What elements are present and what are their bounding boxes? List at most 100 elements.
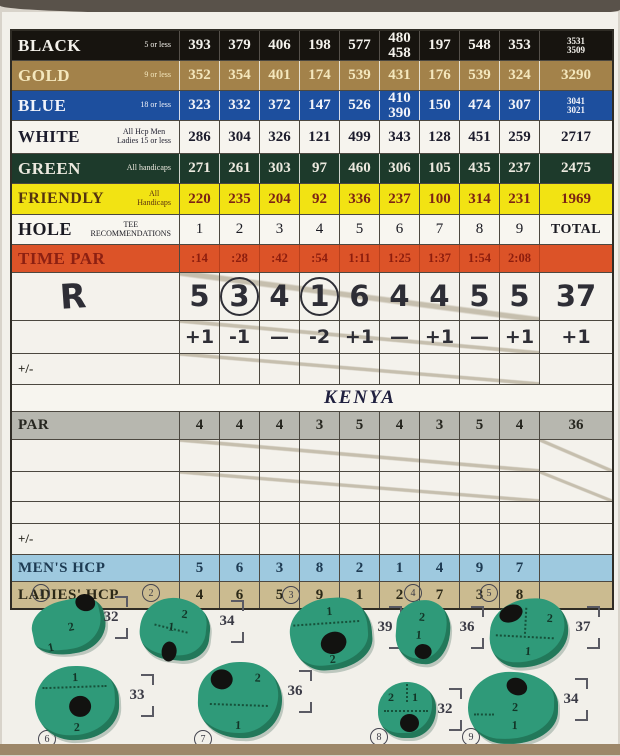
green-shape-3: 1 2 — [287, 595, 375, 673]
tee-friendly-yardages-5: 336 — [340, 184, 380, 214]
tee-friendly-yardages-8: 314 — [460, 184, 500, 214]
plus-minus-cells-2-9 — [500, 524, 540, 554]
player-to-par-values-4: -2 — [300, 321, 340, 353]
mens-hcp-values-8: 9 — [460, 555, 500, 581]
ladies-hcp-values-8: 3 — [460, 582, 500, 608]
tee-name-green: GREEN — [18, 158, 81, 178]
ladies-hcp-values-4: 9 — [300, 582, 340, 608]
green-depth-5: 37 — [570, 606, 600, 649]
bunker-icon-9 — [504, 674, 530, 699]
tee-black-yardages-4: 198 — [300, 31, 340, 60]
hole-number-badge-5: 5 — [480, 584, 498, 602]
plus-minus-cells-2-1 — [180, 524, 220, 554]
tee-name-gold: GOLD — [18, 65, 71, 85]
mens-hcp-values-6: 1 — [380, 555, 420, 581]
blank-cells-1-3 — [260, 440, 300, 471]
player-to-par-values-2: -1 — [220, 321, 260, 353]
plus-minus-row-1: +/- — [12, 354, 612, 385]
tee-black-yardages-2: 379 — [220, 31, 260, 60]
blank-cells-3-9 — [500, 502, 540, 523]
tee-black-yardages-7: 197 — [420, 31, 460, 60]
plus-minus-cells-1-1 — [180, 354, 220, 384]
course-name: KENYA — [324, 387, 396, 408]
tee-green-yardages-4: 97 — [300, 154, 340, 183]
scorecard: BLACK 5 or less 393 379 406 198 577 480 458 19… — [2, 12, 618, 748]
bunker-icon-2 — [160, 640, 178, 663]
plus-minus-cells-2-4 — [300, 524, 340, 554]
hole-numbers-8: 8 — [460, 215, 500, 244]
tee-white-yardages-7: 128 — [420, 121, 460, 153]
blank-cells-2-8 — [460, 472, 500, 501]
blank-cells-3-1 — [180, 502, 220, 523]
ridge-dots — [495, 634, 554, 640]
plus-minus-label-2: +/- — [18, 531, 34, 546]
tee-blue-yardages-2: 332 — [220, 91, 260, 120]
tee-green-yardages-7: 105 — [420, 154, 460, 183]
hole-number-badge-3: 3 — [282, 586, 300, 604]
blank-cells-1-5 — [340, 440, 380, 471]
tee-black-yardages-6: 480 458 — [380, 30, 420, 60]
player-to-par-values-3: — — [260, 321, 300, 353]
blank-cells-3-5 — [340, 502, 380, 523]
ladies-hcp-values-2: 6 — [220, 582, 260, 608]
green-depth-6: 33 — [124, 674, 154, 717]
tee-gold-yardages-6: 431 — [380, 61, 420, 90]
green-tier-label: 1 — [234, 717, 242, 733]
blank-cells-2-5 — [340, 472, 380, 501]
tee-blue-yardages-8: 474 — [460, 91, 500, 120]
tee-green-yardages-6: 306 — [380, 154, 420, 183]
tee-black-yardages-9: 353 — [500, 31, 540, 60]
tee-black-total: 3531 3509 — [567, 35, 585, 55]
mens-hcp-label: MEN'S HCP — [18, 559, 106, 576]
blank-cells-2-4 — [300, 472, 340, 501]
green-shape-7: 2 1 — [196, 660, 284, 740]
green-tier-label: 1 — [167, 619, 175, 634]
green-tier-label: 2 — [254, 670, 262, 685]
mens-hcp-values-9: 7 — [500, 555, 540, 581]
blank-cells-3-2 — [220, 502, 260, 523]
hole-numbers-4: 4 — [300, 215, 340, 244]
blank-cells-2-7 — [420, 472, 460, 501]
par-values-3: 4 — [260, 412, 300, 439]
player-scores-3: 4 — [260, 273, 300, 320]
tee-black-yardages-8: 548 — [460, 31, 500, 60]
par-values-5: 5 — [340, 412, 380, 439]
blank-cells-1-9 — [500, 440, 540, 471]
tee-white-yardages-6: 343 — [380, 121, 420, 153]
bunker-icon-1 — [73, 592, 97, 614]
tee-gold-yardages-5: 539 — [340, 61, 380, 90]
tee-friendly-yardages-2: 235 — [220, 184, 260, 214]
player-scores-1: 5 — [180, 273, 220, 320]
bracket-icon — [141, 706, 154, 717]
blank-cells-1-8 — [460, 440, 500, 471]
scorecard-table: BLACK 5 or less 393 379 406 198 577 480 458 19… — [10, 29, 614, 610]
player-to-par-values-7: +1 — [420, 321, 460, 353]
bracket-icon — [449, 720, 462, 731]
bracket-icon — [141, 674, 154, 685]
par-values-4: 3 — [300, 412, 340, 439]
tee-white-yardages: 286 304 326 121 499 343 128 451 259 — [180, 121, 540, 153]
green-tier-label: 2 — [66, 619, 76, 635]
player-scores-8: 5 — [460, 273, 500, 320]
blank-cells-2-9 — [500, 472, 540, 501]
tee-gold-yardages-2: 354 — [220, 61, 260, 90]
plus-minus-cells-1-7 — [420, 354, 460, 384]
blank-cells-1-2 — [220, 440, 260, 471]
tee-green-yardages-2: 261 — [220, 154, 260, 183]
tee-blue-yardages-6: 410 390 — [380, 90, 420, 120]
par-total: 36 — [568, 417, 584, 433]
green-tier-label: 2 — [180, 606, 189, 622]
time-par-values-8: 1:54 — [460, 245, 500, 272]
par-values-7: 3 — [420, 412, 460, 439]
hole-numbers-5: 5 — [340, 215, 380, 244]
bunker-icon-8 — [400, 714, 419, 732]
plus-minus-cells-1-5 — [340, 354, 380, 384]
tee-gold-yardages-1: 352 — [180, 61, 220, 90]
bunker-icon-7 — [210, 668, 234, 690]
blank-cells-3 — [180, 502, 540, 523]
blank-cells-3-6 — [380, 502, 420, 523]
